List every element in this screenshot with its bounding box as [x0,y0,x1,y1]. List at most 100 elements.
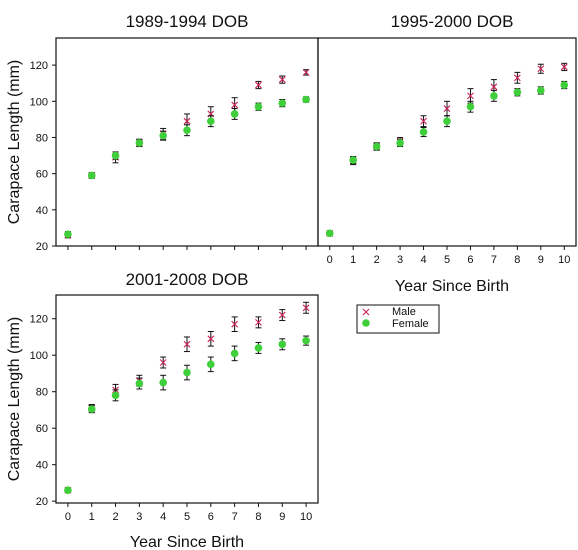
chart-panel-3: 2001-2008 DOB 20 40 60 80 100 120 0 1 2 3 4 5 6 7 8 9 10 C… [6,270,319,550]
female-point [254,102,263,111]
female-point [207,117,215,125]
female-point [159,378,167,387]
male-point [278,76,286,84]
x-tick-label: 9 [279,511,285,523]
y-tick-label: 100 [30,350,48,362]
female-point [87,171,96,180]
male-point [560,63,568,71]
male-point [490,83,498,91]
panel-title: 2001-2008 DOB [126,270,249,289]
y-tick-label: 20 [36,241,48,253]
female-point [302,336,310,345]
male-point [420,117,427,125]
female-point [278,99,287,107]
male-point [302,304,310,312]
female-point [419,128,428,136]
female-point [64,230,72,239]
female-point [466,102,475,111]
x-tick-label: 5 [184,511,190,523]
y-axis-label: Carapace Length (mm) [6,317,23,482]
female-point [560,81,569,89]
male-point [278,311,286,319]
female-point [87,405,96,413]
male-point [183,340,191,348]
female-point [183,368,191,377]
x-tick-label: 2 [374,254,380,266]
x-tick-label: 2 [112,511,118,523]
female-point [183,126,191,135]
male-point [467,92,474,100]
x-tick-label: 7 [491,254,497,266]
plot-frame [55,294,319,504]
female-point [278,340,287,349]
x-tick-label: 8 [514,254,520,266]
x-tick-label: 6 [208,511,214,523]
x-tick-label: 9 [538,254,544,266]
female-point [513,88,522,97]
legend-female-label: Female [392,318,429,330]
female-point [230,110,239,118]
female-point [443,117,451,125]
x-tick-label: 4 [160,511,166,523]
female-point [230,349,239,358]
y-tick-label: 60 [36,169,48,181]
female-point [254,344,263,352]
female-point [135,379,144,388]
legend-male-marker [362,308,370,316]
male-point [302,68,310,76]
x-axis-label: Year Since Birth [130,534,244,550]
y-tick-label: 120 [30,314,48,326]
male-point [443,105,451,112]
y-tick-label: 120 [30,60,48,72]
x-tick-label: 8 [255,511,261,523]
y-tick-label: 80 [36,132,48,144]
male-point [183,117,191,125]
legend-box [356,304,440,334]
x-tick-label: 5 [444,254,450,266]
male-point [255,318,262,326]
y-tick-label: 40 [36,205,48,217]
x-tick-label: 7 [232,511,238,523]
chart-panel-2: 1995-2000 DOB 0 1 2 3 4 5 6 7 8 9 10 Year Since Birt… [317,12,577,295]
female-point [490,92,498,100]
x-tick-label: 10 [558,254,570,266]
female-point [111,391,120,400]
male-point [537,65,545,73]
y-axis-label: Carapace Length (mm) [6,60,23,225]
legend-female-marker [362,319,370,327]
x-tick-label: 1 [350,254,356,266]
y-tick-label: 100 [30,96,48,108]
female-point [372,142,381,151]
male-point [513,74,521,82]
plot-frame [55,37,319,247]
legend-male-label: Male [392,306,416,318]
female-point [537,86,545,95]
y-tick-label: 40 [36,460,48,472]
x-tick-label: 3 [136,511,142,523]
female-point [302,95,310,104]
female-point [396,139,404,147]
female-point [135,139,144,147]
legend: Male Female [356,304,440,334]
female-point [159,131,167,140]
panel-title: 1989-1994 DOB [126,12,249,31]
male-point [255,81,262,89]
x-tick-label: 1 [89,511,95,523]
x-tick-label: 3 [397,254,403,266]
x-tick-label: 10 [300,511,312,523]
x-tick-label: 6 [467,254,473,266]
female-point [207,360,215,369]
male-point [231,101,239,109]
x-tick-label: 0 [65,511,71,523]
y-tick-label: 60 [36,423,48,435]
female-point [64,486,72,495]
female-point [349,156,357,164]
x-axis-label: Year Since Birth [395,278,509,295]
chart-panel-1: 1989-1994 DOB 20 40 60 80 100 120 Carapace Leng… [6,12,319,253]
y-tick-label: 20 [36,496,48,508]
plot-frame [317,37,577,247]
female-point [111,151,120,160]
female-point [325,229,334,238]
